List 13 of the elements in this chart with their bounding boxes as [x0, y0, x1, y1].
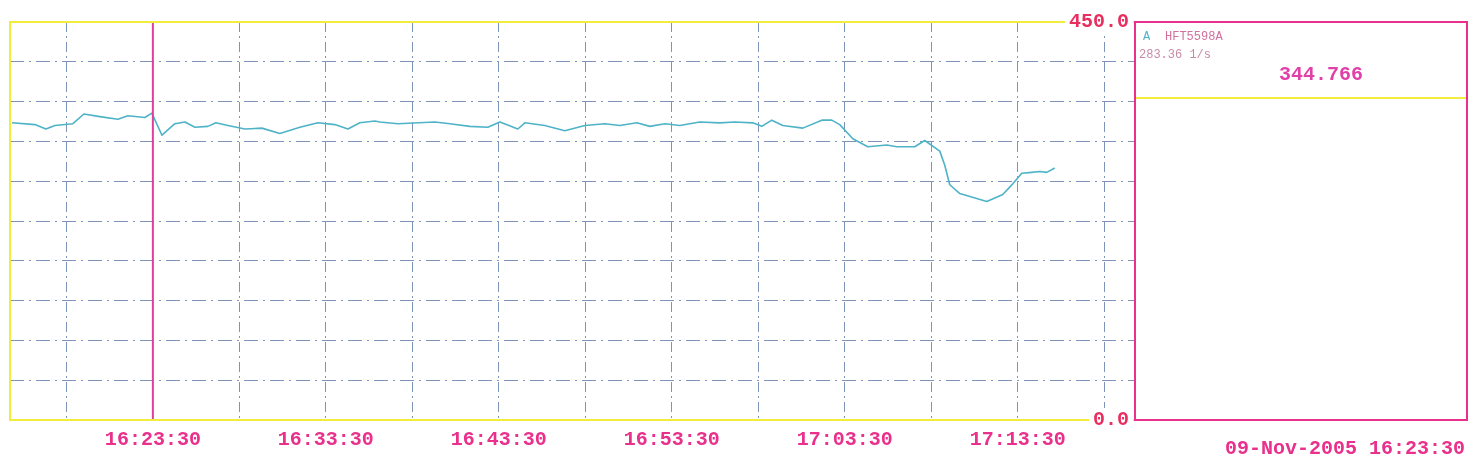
x-tick-label: 17:03:30	[796, 428, 893, 452]
text: HFT5598A	[1165, 30, 1224, 44]
text: 09-Nov-2005 16:23:30	[1224, 437, 1465, 460]
text: 283.36 1/s	[1139, 48, 1212, 62]
y-tick-label: 450.0	[1068, 10, 1129, 34]
x-tick-label: 16:23:30	[104, 428, 201, 452]
y-tick-label: 0.0	[1092, 408, 1129, 432]
text: A	[1143, 30, 1151, 44]
x-tick-label: 16:33:30	[277, 428, 374, 452]
x-tick-label: 16:53:30	[623, 428, 720, 452]
x-tick-label: 17:13:30	[969, 428, 1066, 452]
x-tick-label: 16:43:30	[450, 428, 547, 452]
text: 344.766	[1278, 63, 1363, 86]
